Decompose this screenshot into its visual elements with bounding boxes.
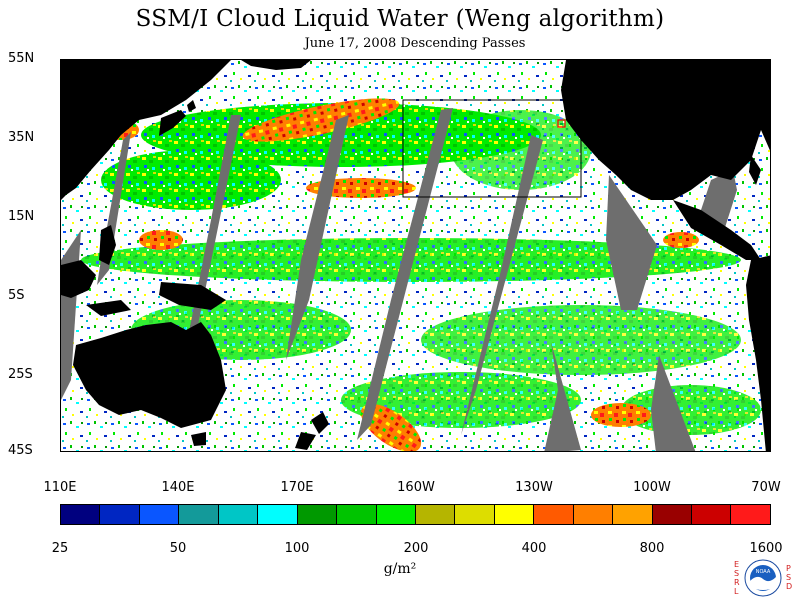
psd-label: P S D xyxy=(786,564,792,591)
colorbar-label-800: 800 xyxy=(639,541,665,556)
lat-label-25s: 25S xyxy=(8,367,33,382)
map-title: SSM/I Cloud Liquid Water (Weng algorithm… xyxy=(135,6,665,32)
lat-label-15n: 15N xyxy=(8,209,35,224)
esrl-label: E S R L xyxy=(734,560,740,596)
svg-text:R: R xyxy=(734,578,740,587)
svg-text:S: S xyxy=(734,569,739,578)
colorbar-label-100: 100 xyxy=(284,541,310,556)
colorbar-label-200: 200 xyxy=(403,541,429,556)
location-marker xyxy=(557,119,566,128)
colorbar-swatch xyxy=(652,505,692,524)
lat-label-5s: 5S xyxy=(8,288,25,303)
svg-text:D: D xyxy=(786,582,792,591)
map-frame xyxy=(60,59,771,452)
colorbar-label-400: 400 xyxy=(521,541,547,556)
colorbar-swatch xyxy=(218,505,259,524)
colorbar-swatch xyxy=(494,505,535,524)
colorbar-swatch xyxy=(376,505,416,524)
colorbar-swatch xyxy=(179,505,219,524)
region-highlight-box xyxy=(402,99,582,198)
cloud-water-map xyxy=(61,60,770,451)
colorbar-swatch xyxy=(731,505,770,524)
colorbar-swatch xyxy=(692,505,732,524)
lon-label-70w: 70W xyxy=(751,480,781,495)
svg-text:P: P xyxy=(786,564,791,573)
satellite-data-gaps xyxy=(61,108,737,451)
land-masses xyxy=(61,60,770,451)
lon-label-100w: 100W xyxy=(633,480,671,495)
colorbar-swatch xyxy=(337,505,377,524)
svg-text:S: S xyxy=(786,573,791,582)
colorbar-swatch xyxy=(297,505,338,524)
lon-label-170e: 170E xyxy=(280,480,314,495)
colorbar-swatch xyxy=(61,505,101,524)
svg-text:L: L xyxy=(734,587,739,596)
svg-text:E: E xyxy=(734,560,739,569)
colorbar-swatch xyxy=(534,505,574,524)
colorbar-swatch xyxy=(613,505,653,524)
colorbar xyxy=(60,504,771,525)
colorbar-units: g/m² xyxy=(383,561,417,577)
colorbar-label-25: 25 xyxy=(51,541,69,556)
lon-label-140e: 140E xyxy=(161,480,195,495)
lon-label-130w: 130W xyxy=(515,480,553,495)
lon-label-110e: 110E xyxy=(43,480,77,495)
colorbar-swatch xyxy=(455,505,495,524)
svg-text:NOAA: NOAA xyxy=(756,569,771,575)
noaa-logo: E S R L NOAA P S D xyxy=(734,559,792,597)
colorbar-swatch xyxy=(139,505,180,524)
colorbar-swatch xyxy=(100,505,140,524)
colorbar-label-1600: 1600 xyxy=(749,541,783,556)
lat-label-55n: 55N xyxy=(8,51,35,66)
colorbar-swatch xyxy=(415,505,456,524)
lat-label-35n: 35N xyxy=(8,130,35,145)
colorbar-swatch xyxy=(573,505,614,524)
lon-label-160w: 160W xyxy=(397,480,435,495)
lat-label-45s: 45S xyxy=(8,443,33,458)
colorbar-swatch xyxy=(258,505,298,524)
map-subtitle: June 17, 2008 Descending Passes xyxy=(304,36,526,51)
colorbar-label-50: 50 xyxy=(169,541,187,556)
